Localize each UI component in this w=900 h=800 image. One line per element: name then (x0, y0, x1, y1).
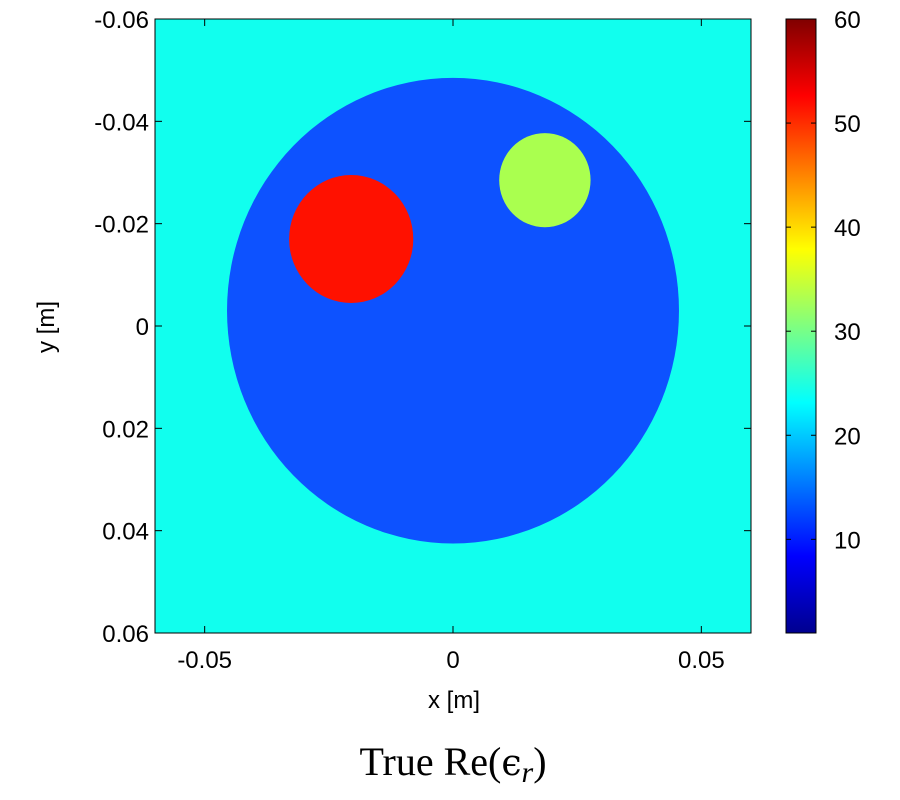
y-tick-label: -0.04 (94, 109, 149, 136)
colorbar-tick-label: 20 (834, 423, 861, 450)
y-axis-label: y [m] (33, 301, 60, 353)
y-tick-label: -0.06 (94, 7, 149, 34)
region-green-inclusion (499, 133, 591, 228)
colorbar-tick-label: 50 (834, 111, 861, 138)
colorbar-tick-label: 60 (834, 7, 861, 34)
colorbar-gradient-rect (785, 18, 817, 634)
x-axis-label: x [m] (428, 687, 480, 714)
y-tick-label: 0.06 (102, 621, 149, 648)
axes: -0.05 0 0.05 -0.06 -0.04 -0.02 0 0.02 0.04 0.06 (94, 7, 752, 674)
caption-subscript: r (522, 756, 534, 789)
region-red-inclusion (289, 175, 414, 303)
region-large-circle (227, 77, 679, 544)
x-tick-label: 0 (446, 647, 459, 674)
colorbar-tick-label: 30 (834, 319, 861, 346)
y-tick-label: 0.04 (102, 519, 149, 546)
y-tick-label: -0.02 (94, 212, 149, 239)
caption-suffix: ) (533, 739, 546, 784)
colorbar-tick-label: 40 (834, 215, 861, 242)
colorbar: 10 20 30 40 50 60 (785, 7, 861, 634)
caption-prefix: True Re( (359, 739, 501, 784)
y-tick-label: 0.02 (102, 416, 149, 443)
x-tick-label: 0.05 (678, 647, 725, 674)
y-tick-label: 0 (136, 314, 149, 341)
heatmap-plot (155, 19, 751, 633)
x-tick-label: -0.05 (177, 647, 232, 674)
caption: True Re(ϵr) (359, 739, 546, 789)
colorbar-tick-label: 10 (834, 527, 861, 554)
caption-epsilon: ϵ (501, 743, 521, 784)
heatmap-regions (155, 19, 751, 633)
